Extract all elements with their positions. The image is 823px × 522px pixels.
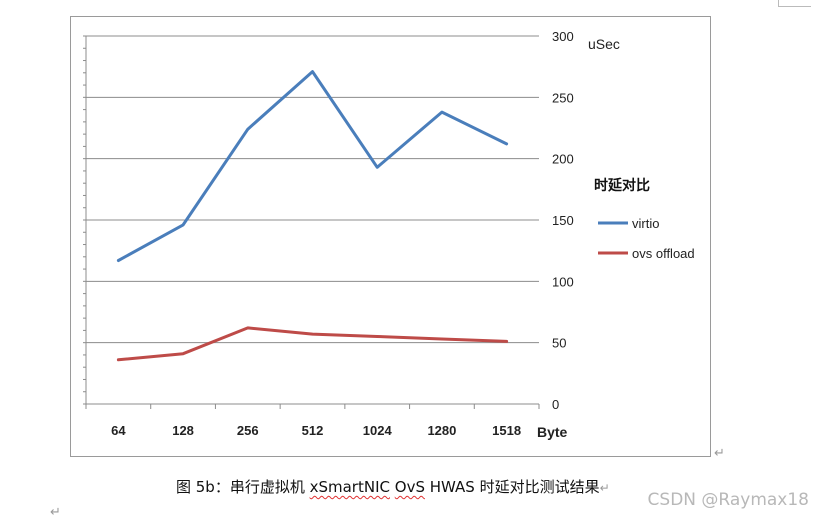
x-tick-label: 128 [172,423,194,438]
y-tick-label: 0 [552,397,559,412]
gridlines [86,35,539,344]
series-line-virtio [116,70,509,262]
data-point [505,142,508,146]
y-tick-label: 100 [552,274,574,289]
caption-prefix: 图 5b：串行虚拟机 [176,478,310,496]
page-corner-mark [778,0,811,7]
figure-caption: 图 5b：串行虚拟机 xSmartNIC OvS HWAS 时延对比测试结果↵ [176,476,610,497]
series-lines [116,70,509,362]
legend-label: ovs offload [632,246,695,261]
caption-word-xsmartnic: xSmartNIC [309,478,390,496]
y-tick-label: 200 [552,152,574,167]
x-tick-label: 1024 [363,423,393,438]
y-tick-label: 150 [552,213,574,228]
data-point [440,337,444,341]
data-point [376,166,379,169]
caption-paragraph-mark: ↵ [599,481,610,495]
x-tick-label: 1518 [492,423,521,438]
x-tick-label: 1280 [427,423,456,438]
data-point [311,70,314,73]
data-point [117,358,120,362]
data-point [246,326,249,330]
y-tick-label: 300 [552,29,574,44]
x-tick-label: 256 [237,423,259,438]
y-axis-label: uSec [588,36,620,52]
data-point [181,352,185,355]
x-axis-label: Byte [537,424,568,440]
y-axis: 300 250 200 150 100 50 0 uSec [83,29,620,412]
caption-suffix: HWAS 时延对比测试结果 [424,478,600,496]
data-point [505,340,508,343]
legend-title: 时延对比 [594,177,650,194]
watermark: CSDN @Raymax18 [647,490,809,510]
y-tick-label: 50 [552,336,566,351]
y-tick-label: 250 [552,90,574,105]
caption-word-ovs: OvS [394,478,425,496]
x-tick-label: 512 [302,423,324,438]
legend-label: virtio [632,216,659,231]
data-point [376,335,379,338]
frame-paragraph-mark: ↵ [714,446,725,461]
x-tick-label: 64 [111,423,126,438]
data-point [440,110,444,114]
chart-frame [70,16,711,457]
legend: 时延对比 virtio ovs offload [594,177,695,261]
data-point [181,223,185,227]
left-paragraph-mark: ↵ [50,505,61,520]
data-point [246,128,249,131]
data-point [117,259,120,262]
data-point [311,332,314,336]
series-line-ovs-offload [116,326,509,362]
x-axis: 64 128 256 512 1024 1280 1518 Byte [85,403,568,440]
